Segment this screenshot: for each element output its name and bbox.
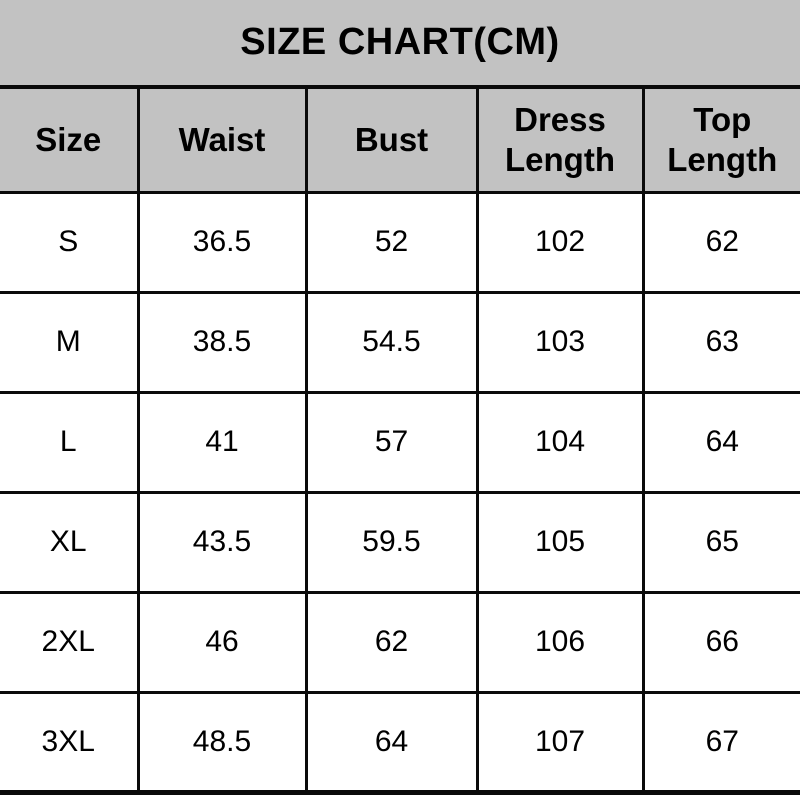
table-row-xl: XL 43.5 59.5 105 65 bbox=[0, 490, 800, 594]
size-label: XL bbox=[0, 490, 140, 594]
bust-value: 59.5 bbox=[304, 490, 479, 594]
dress-length-value: 103 bbox=[475, 290, 645, 394]
dress-length-value: 102 bbox=[475, 190, 645, 294]
size-label: S bbox=[0, 190, 140, 294]
top-length-value: 64 bbox=[641, 390, 800, 494]
column-header-waist: Waist bbox=[136, 89, 308, 194]
column-header-size: Size bbox=[0, 89, 140, 194]
top-length-value: 65 bbox=[641, 490, 800, 594]
table-header-row: Size Waist Bust Dress Length Top Length bbox=[0, 89, 800, 194]
size-label: 2XL bbox=[0, 590, 140, 694]
top-length-value: 66 bbox=[641, 590, 800, 694]
top-length-value: 63 bbox=[641, 290, 800, 394]
column-header-top-length: Top Length bbox=[641, 89, 800, 194]
chart-title-bar: SIZE CHART(CM) bbox=[0, 0, 800, 89]
table-row-3xl: 3XL 48.5 64 107 67 bbox=[0, 690, 800, 795]
chart-title: SIZE CHART(CM) bbox=[240, 21, 560, 63]
bust-value: 57 bbox=[304, 390, 479, 494]
bust-value: 52 bbox=[304, 190, 479, 294]
size-label: L bbox=[0, 390, 140, 494]
dress-length-value: 106 bbox=[475, 590, 645, 694]
dress-length-value: 104 bbox=[475, 390, 645, 494]
waist-value: 48.5 bbox=[136, 690, 308, 795]
bust-value: 54.5 bbox=[304, 290, 479, 394]
table-row-m: M 38.5 54.5 103 63 bbox=[0, 290, 800, 394]
waist-value: 43.5 bbox=[136, 490, 308, 594]
table-row-l: L 41 57 104 64 bbox=[0, 390, 800, 494]
bust-value: 62 bbox=[304, 590, 479, 694]
top-length-value: 62 bbox=[641, 190, 800, 294]
waist-value: 38.5 bbox=[136, 290, 308, 394]
waist-value: 41 bbox=[136, 390, 308, 494]
column-header-bust: Bust bbox=[304, 89, 479, 194]
waist-value: 36.5 bbox=[136, 190, 308, 294]
dress-length-value: 107 bbox=[475, 690, 645, 795]
waist-value: 46 bbox=[136, 590, 308, 694]
table-row-2xl: 2XL 46 62 106 66 bbox=[0, 590, 800, 694]
top-length-value: 67 bbox=[641, 690, 800, 795]
size-table: Size Waist Bust Dress Length Top Length … bbox=[0, 89, 800, 795]
table-row-s: S 36.5 52 102 62 bbox=[0, 190, 800, 294]
dress-length-value: 105 bbox=[475, 490, 645, 594]
size-label: 3XL bbox=[0, 690, 140, 795]
bust-value: 64 bbox=[304, 690, 479, 795]
size-label: M bbox=[0, 290, 140, 394]
column-header-dress-length: Dress Length bbox=[475, 89, 645, 194]
